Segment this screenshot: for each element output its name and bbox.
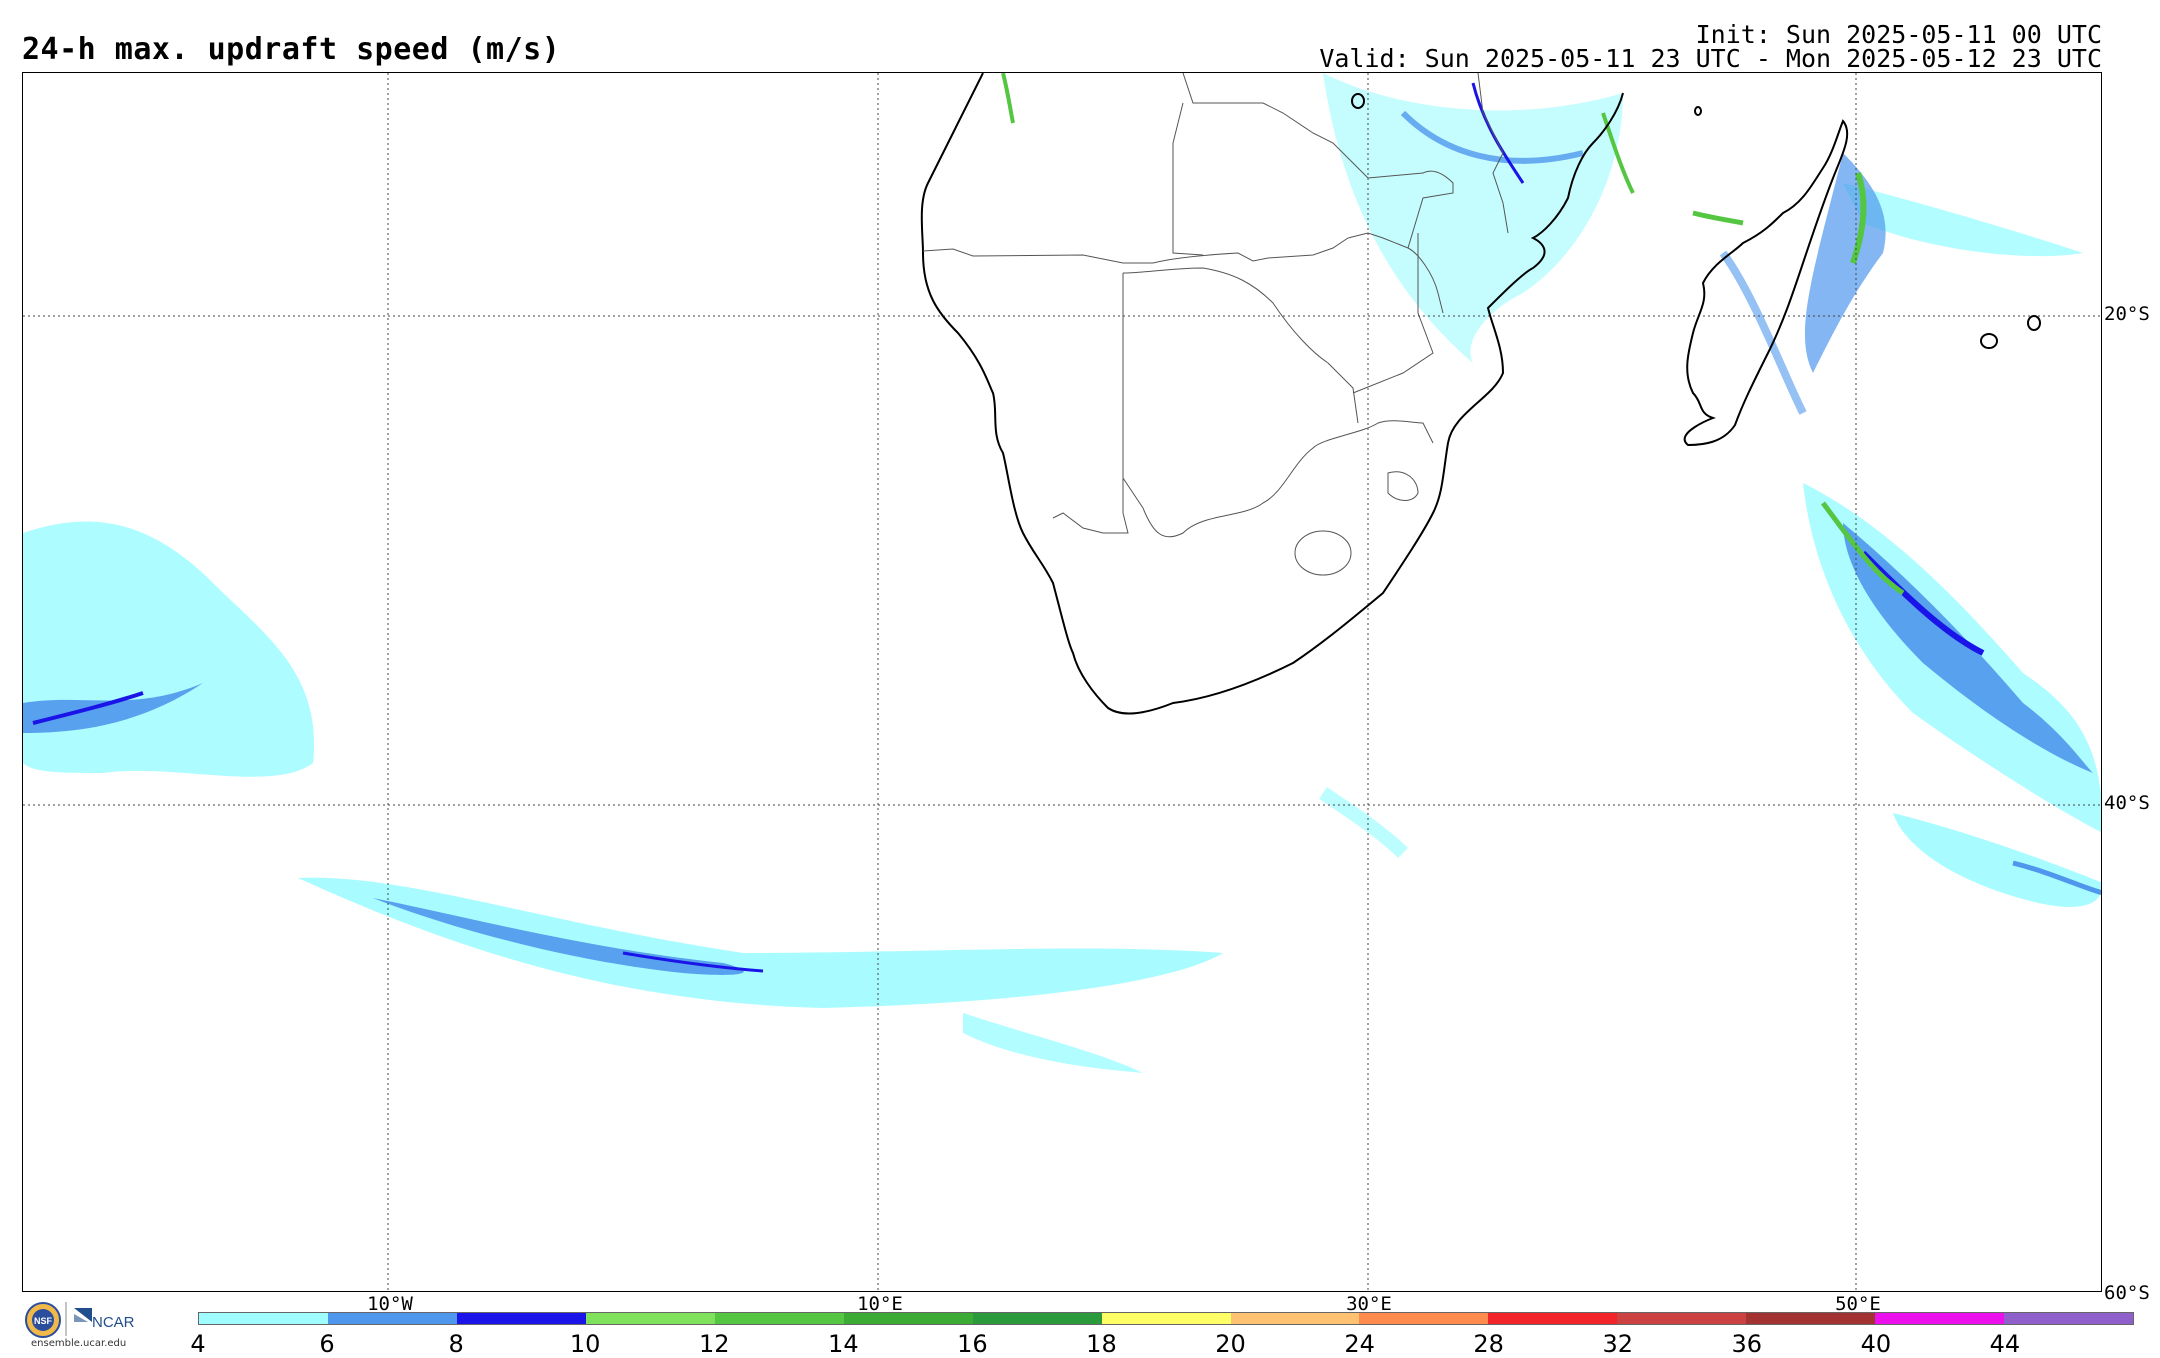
colorbar-tick-label: 44 (1989, 1330, 2021, 1358)
map-canvas (23, 73, 2101, 1291)
colorbar-tick-label: 24 (1344, 1330, 1375, 1358)
colorbar-tick-label: 32 (1602, 1330, 1633, 1358)
lon-label-10w: 10°W (367, 1293, 413, 1315)
ncar-logo-text: NCAR (92, 1314, 135, 1331)
colorbar-segment (714, 1313, 844, 1324)
colorbar-segment (1359, 1313, 1489, 1324)
map-title: 24-h max. updraft speed (m/s) (22, 32, 561, 67)
country-borders (922, 73, 1509, 576)
colorbar-tick-label: 8 (448, 1330, 464, 1358)
updraft-field (23, 73, 2101, 1073)
init-time: Init: Sun 2025-05-11 00 UTC (1695, 20, 2102, 49)
nsf-ncar-logo: NSF NCAR (25, 1302, 135, 1338)
colorbar-tick-label: 18 (1086, 1330, 1117, 1358)
colorbar-segment (972, 1313, 1102, 1324)
logo-url: ensemble.ucar.edu (31, 1338, 127, 1349)
lon-label-50e: 50°E (1835, 1293, 1881, 1315)
colorbar-segment (1617, 1313, 1747, 1324)
colorbar-segment (327, 1313, 457, 1324)
colorbar-tick-label: 12 (698, 1330, 730, 1358)
colorbar-tick-label: 4 (190, 1330, 206, 1358)
colorbar-segment (843, 1313, 973, 1324)
colorbar-tick-label: 14 (828, 1330, 859, 1358)
coastlines (920, 73, 2041, 715)
map-panel (22, 72, 2102, 1292)
valid-time: Valid: Sun 2025-05-11 23 UTC - Mon 2025-… (1319, 44, 2102, 73)
colorbar-tick-label: 36 (1731, 1330, 1763, 1358)
colorbar-segment (1230, 1313, 1360, 1324)
colorbar-segment (1746, 1313, 1876, 1324)
colorbar-segment (456, 1313, 586, 1324)
nsf-logo-text: NSF (34, 1316, 53, 1326)
colorbar-segment (1875, 1313, 2005, 1324)
colorbar-tick-label: 20 (1215, 1330, 1246, 1358)
lat-label-40s: 40°S (2104, 792, 2150, 814)
colorbar-segment (585, 1313, 715, 1324)
colorbar-segment (1101, 1313, 1231, 1324)
lat-label-60s: 60°S (2104, 1282, 2150, 1304)
colorbar-segment (199, 1313, 328, 1324)
colorbar (198, 1312, 2134, 1325)
colorbar-tick-label: 10 (569, 1330, 601, 1358)
graticule (23, 73, 2101, 1291)
colorbar-segment (2004, 1313, 2134, 1324)
colorbar-tick-label: 28 (1473, 1330, 1504, 1358)
colorbar-tick-label: 6 (319, 1330, 335, 1358)
colorbar-segment (1488, 1313, 1618, 1324)
lat-label-20s: 20°S (2104, 303, 2150, 325)
colorbar-tick-label: 40 (1860, 1330, 1892, 1358)
lon-label-30e: 30°E (1346, 1293, 1392, 1315)
colorbar-tick-label: 16 (957, 1330, 988, 1358)
lon-label-10e: 10°E (857, 1293, 903, 1315)
